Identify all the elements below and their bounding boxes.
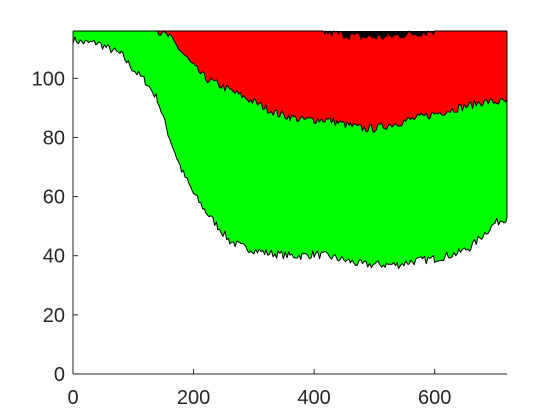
y-tick-label: 0 [54,364,65,386]
series-edge-line-2 [73,30,507,40]
series-layer [72,30,508,270]
y-tick-label: 80 [43,127,65,149]
y-tick-label: 60 [43,187,65,209]
x-tick-label: 200 [177,387,210,409]
x-tick-label: 0 [67,387,78,409]
x-tick-label: 600 [418,387,451,409]
y-tick-label: 100 [32,68,65,90]
series-edge-line-0 [72,36,508,270]
band-red [73,31,507,133]
band-black [73,31,507,40]
y-tick-label: 40 [43,246,65,268]
x-tick-label: 400 [297,387,330,409]
y-tick-label: 20 [43,305,65,327]
band-green [73,31,507,269]
ticks-layer: 0 200 400 600 0 20 40 60 80 100 [32,68,452,409]
